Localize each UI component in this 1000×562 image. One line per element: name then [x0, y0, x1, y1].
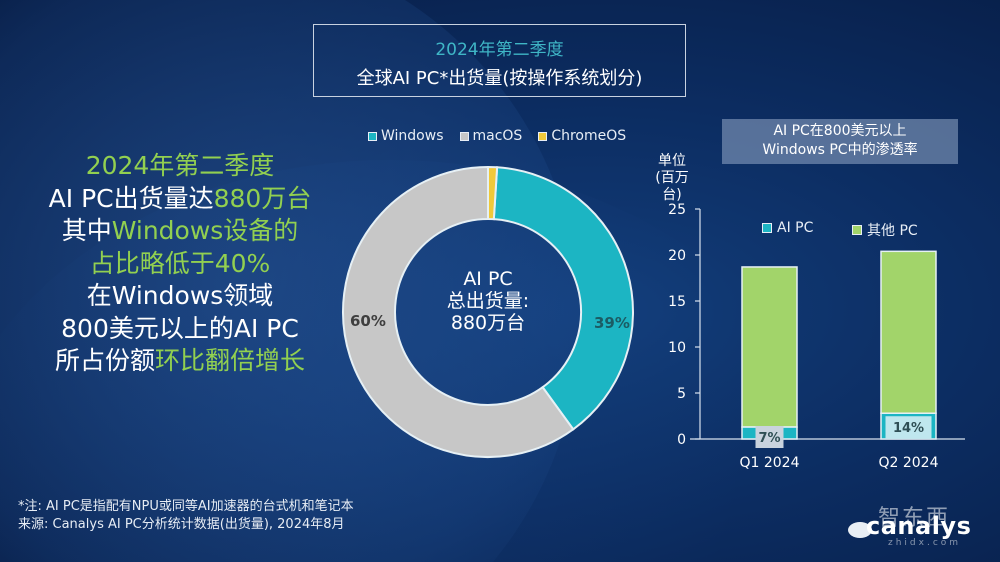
bar-other-pc	[741, 266, 798, 428]
y-axis-unit-label: 单位 (百万台)	[650, 153, 694, 204]
legend-label: AI PC	[777, 220, 814, 236]
donut-legend: Windows macOS ChromeOS	[368, 128, 626, 144]
data-label: 7%	[758, 431, 780, 446]
canalys-logo-icon	[848, 522, 872, 538]
legend-swatch-chromeos	[538, 131, 548, 141]
headline-segment: 880万台	[213, 183, 312, 213]
headline-segment: Windows设备的	[111, 216, 299, 245]
y-tick-label: 5	[677, 386, 686, 402]
unit-line1: 单位	[658, 153, 686, 169]
headline-line: 2024年第二季度	[20, 150, 340, 183]
headline-segment: 所占份额	[54, 346, 155, 375]
legend-item-chromeos: ChromeOS	[538, 128, 626, 144]
canalys-logo: canalys	[866, 512, 972, 540]
legend-swatch-other-pc	[852, 225, 862, 235]
donut-segments	[342, 165, 634, 458]
watermark-url: zhidx.com	[888, 538, 962, 548]
footnote-definition: *注: AI PC是指配有NPU或同等AI加速器的台式机和笔记本	[18, 499, 354, 514]
y-tick-label: 20	[668, 248, 686, 264]
footnote-source: 来源: Canalys AI PC分析统计数据(出货量), 2024年8月	[18, 517, 345, 532]
headline-line: AI PC出货量达880万台	[20, 183, 340, 216]
headline-summary: 2024年第二季度 AI PC出货量达880万台 其中Windows设备的 占比略低于…	[20, 150, 340, 378]
background-swoosh	[0, 0, 580, 562]
bar-title-line2: Windows PC中的渗透率	[762, 142, 918, 158]
headline-segment: 800美元以上的AI PC	[61, 313, 299, 343]
headline-segment: 占比略低于40%	[89, 248, 271, 278]
watermark-logo: 智东西	[878, 506, 951, 531]
bar-legend-other-pc: 其他 PC	[852, 220, 918, 240]
legend-swatch-windows	[368, 131, 377, 141]
logo-area: 智东西 canalys zhidx.com	[848, 498, 998, 558]
chart-title-box: 2024年第二季度 全球AI PC*出货量(按操作系统划分)	[313, 24, 686, 97]
donut-center-line1: AI PC	[463, 268, 513, 290]
y-tick-label: 10	[668, 340, 686, 356]
title-period: 2024年第二季度	[435, 40, 564, 60]
headline-segment: AI PC出货量达	[48, 183, 214, 213]
donut-center-line3: 880万台	[450, 312, 526, 334]
legend-label: macOS	[472, 128, 523, 144]
legend-swatch-macos	[459, 131, 469, 141]
headline-line: 占比略低于40%	[20, 248, 340, 281]
legend-label: 其他 PC	[867, 223, 918, 239]
bar-other-pc	[880, 250, 937, 414]
data-label: 14%	[893, 421, 924, 436]
footnote: *注: AI PC是指配有NPU或同等AI加速器的台式机和笔记本 来源: Can…	[18, 498, 354, 534]
legend-item-windows: Windows	[368, 128, 444, 144]
donut-segment-windows	[492, 166, 634, 431]
y-tick-label: 15	[668, 294, 686, 310]
bar-chart-elements: 0 5 10 15 20 25 7% Q1 2024 14% Q2 2024	[668, 202, 965, 471]
donut-label-macos: 60%	[350, 312, 386, 330]
donut-label-windows: 39%	[594, 314, 630, 332]
headline-segment: 环比翻倍增长	[155, 346, 306, 375]
data-label-box	[755, 426, 784, 448]
bar-legend-ai-pc: AI PC	[762, 220, 813, 236]
legend-label: Windows	[381, 128, 444, 144]
unit-line2: (百万台)	[655, 170, 689, 203]
donut-center-line2: 总出货量:	[446, 290, 530, 312]
headline-segment: 2024年第二季度	[85, 151, 275, 180]
bar-title-line1: AI PC在800美元以上	[773, 123, 907, 139]
x-category-label: Q1 2024	[739, 455, 799, 471]
headline-line: 800美元以上的AI PC	[20, 313, 340, 346]
donut-segment-chromeos	[487, 165, 499, 221]
legend-item-macos: macOS	[459, 128, 523, 144]
donut-center-text: AI PC 总出货量: 880万台	[398, 268, 578, 334]
headline-segment: 其中	[61, 216, 112, 245]
headline-line: 所占份额环比翻倍增长	[20, 345, 340, 378]
legend-swatch-ai-pc	[762, 223, 772, 233]
headline-segment: 在Windows领域	[86, 281, 274, 310]
bar-chart-title: AI PC在800美元以上 Windows PC中的渗透率	[722, 119, 958, 164]
headline-line: 其中Windows设备的	[20, 215, 340, 248]
headline-line: 在Windows领域	[20, 280, 340, 313]
title-main: 全球AI PC*出货量(按操作系统划分)	[356, 68, 643, 89]
y-tick-label: 0	[677, 432, 686, 448]
data-label-box	[885, 416, 932, 439]
y-tick-label: 25	[668, 202, 686, 218]
legend-label: ChromeOS	[551, 128, 627, 144]
donut-segment-macos	[342, 165, 575, 458]
x-category-label: Q2 2024	[878, 455, 938, 471]
